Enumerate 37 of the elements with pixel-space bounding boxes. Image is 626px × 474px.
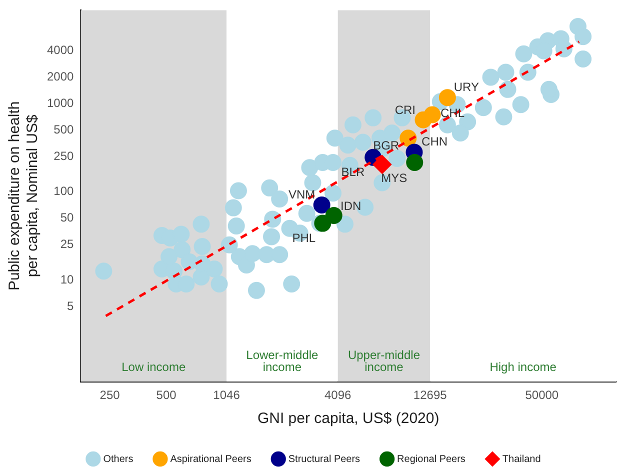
x-axis-title: GNI per capita, US$ (2020) [257, 410, 440, 428]
annotation: VNM [288, 187, 316, 202]
band-label: Upper-middle income [348, 348, 420, 374]
y-tick-label: 100 [54, 184, 74, 198]
legend-label: Aspirational Peers [170, 454, 252, 465]
y-tick-label: 50 [60, 210, 74, 225]
annotation: MYS [381, 170, 408, 185]
annotation: IDN [340, 198, 362, 213]
x-tick-label: 4096 [324, 388, 352, 402]
annotation: CRI [394, 103, 416, 118]
y-tick-label: 5 [67, 298, 74, 313]
y-tick-label: 250 [54, 149, 74, 164]
annotation: URY [454, 80, 480, 94]
annotation: BGR [373, 138, 400, 153]
legend-label: Structural Peers [288, 454, 360, 465]
band-label: High income [490, 360, 557, 374]
x-tick-label: 500 [156, 388, 177, 402]
x-tick-label: 50000 [525, 388, 559, 402]
y-axis-title: Public expenditure on health per capita, Nominal US$ [6, 101, 42, 291]
y-tick-label: 4000 [46, 43, 74, 58]
annotation: PHL [292, 230, 316, 245]
x-tick-label: 250 [100, 388, 120, 402]
band-label: Lower-middle income [246, 348, 319, 374]
y-tick-label: 10 [60, 272, 74, 286]
annotation: CHL [440, 106, 465, 120]
y-tick-label: 2000 [46, 70, 74, 84]
annotation: CHN [422, 134, 448, 149]
y-tick-label: 500 [54, 122, 74, 137]
legend-label: Regional Peers [397, 454, 466, 465]
y-tick-label: 25 [60, 237, 74, 252]
legend-label: Thailand [502, 454, 541, 465]
x-tick-label: 1046 [213, 388, 240, 402]
annotation: BLR [341, 164, 365, 179]
y-tick-label: 1000 [46, 96, 74, 110]
band-label: Low income [122, 360, 186, 374]
legend-label: Others [103, 454, 134, 465]
x-tick-label: 12695 [413, 388, 448, 402]
